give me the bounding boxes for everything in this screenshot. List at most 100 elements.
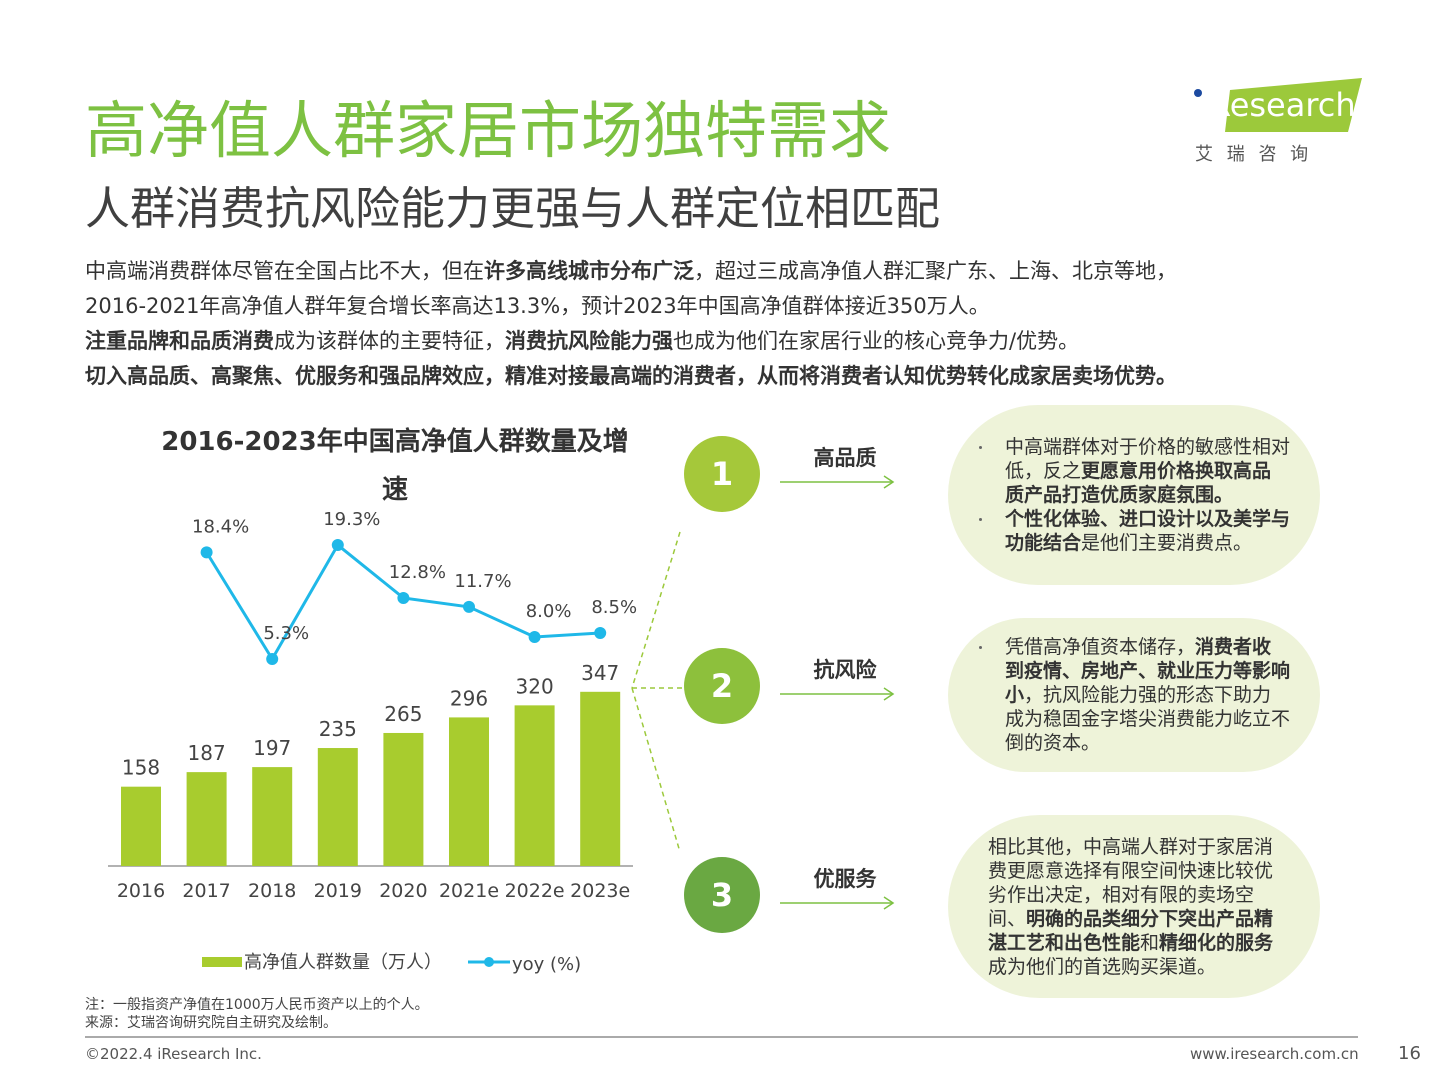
- chart-title: 2016-2023年中国高净值人群数量及增速: [161, 427, 629, 505]
- bullet: [979, 446, 982, 449]
- feature-text: 凭借高净值资本储存，消费者收到疫情、房地产、就业压力等影响小，抗风险能力强的形态…: [979, 635, 1291, 755]
- connectors: [631, 531, 684, 853]
- url: www.iresearch.com.cn: [1190, 1045, 1359, 1063]
- line-label: 11.7%: [454, 571, 511, 592]
- legend-swatch: [202, 957, 242, 967]
- line-label: 18.4%: [192, 516, 249, 537]
- step-circle: [684, 436, 760, 512]
- bar: [514, 705, 555, 866]
- bar: [580, 691, 621, 866]
- text-run: 中高端群体对于价格的敏感性相对低，反之: [1005, 436, 1291, 482]
- feature-point: 相比其他，中高端人群对于家居消费更愿意选择有限空间快速比较优劣作出决定，相对有限…: [988, 835, 1288, 979]
- line-label: 8.5%: [591, 597, 637, 618]
- intro-line: 注重品牌和品质消费成为该群体的主要特征，消费抗风险能力强也成为他们在家居行业的核…: [85, 324, 1177, 359]
- text-run: 消费者收到疫情、房地产、就业压力等影响小: [1005, 636, 1291, 706]
- page-number: 16: [1398, 1043, 1421, 1064]
- page-subtitle: 人群消费抗风险能力更强与人群定位相匹配: [85, 182, 941, 235]
- page-title: 高净值人群家居市场独特需求: [85, 94, 892, 167]
- x-tick-label: 2017: [182, 880, 230, 902]
- line-label: 19.3%: [323, 509, 380, 530]
- bar: [252, 767, 293, 866]
- logo: iResearch: [1200, 86, 1356, 124]
- feature-point: 凭借高净值资本储存，消费者收到疫情、房地产、就业压力等影响小，抗风险能力强的形态…: [979, 635, 1291, 755]
- text-run: 更愿意用价格换取高品质产品打造优质家庭氛围。: [1005, 460, 1272, 506]
- x-tick-label: 2016: [117, 880, 165, 902]
- line-point: [200, 546, 213, 559]
- text-run: 中高端消费群体尽管在全国占比不大，但在: [85, 259, 484, 283]
- step-circle: [684, 857, 760, 933]
- feature-box: [948, 405, 1320, 585]
- feature-text: 中高端群体对于价格的敏感性相对低，反之更愿意用价格换取高品质产品打造优质家庭氛围…: [979, 435, 1291, 555]
- arrow-head: [883, 896, 895, 910]
- x-tick-label: 2019: [314, 880, 362, 902]
- line-label: 5.3%: [263, 623, 309, 644]
- logo-badge: [1225, 78, 1362, 132]
- bullet: [979, 518, 982, 521]
- line-point: [594, 626, 607, 639]
- legend-swatch: [484, 957, 494, 967]
- text-run: 成为他们的首选购买渠道。: [988, 955, 1217, 978]
- legend-label: yoy (%): [512, 954, 581, 975]
- bar: [383, 732, 424, 866]
- x-tick-label: 2021e: [439, 880, 499, 902]
- note: 注：一般指资产净值在1000万人民币资产以上的个人。: [85, 997, 429, 1013]
- step-label: 抗风险: [814, 658, 878, 682]
- bar: [449, 717, 489, 866]
- step-label: 优服务: [814, 867, 878, 891]
- x-tick-label: 2022e: [505, 880, 565, 902]
- x-tick-label: 2023e: [570, 880, 630, 902]
- copyright: ©2022.4 iResearch Inc.: [85, 1045, 262, 1063]
- feature-text: 相比其他，中高端人群对于家居消费更愿意选择有限空间快速比较优劣作出决定，相对有限…: [988, 835, 1288, 979]
- bar-label: 296: [450, 686, 488, 710]
- line-point: [528, 631, 541, 644]
- arrow-head: [883, 687, 895, 701]
- feature-box: [948, 815, 1320, 998]
- x-tick-label: 2020: [379, 880, 427, 902]
- logo-sub: 艾 瑞 咨 询: [1195, 144, 1313, 165]
- arrow-head: [883, 475, 895, 489]
- bar: [186, 772, 227, 866]
- text-run: 相比其他，中高端人群对于家居消费更愿意选择有限空间快速比较优劣作出决定，相对有限…: [988, 835, 1274, 930]
- intro: 中高端消费群体尽管在全国占比不大，但在许多高线城市分布广泛，超过三成高净值人群汇…: [85, 254, 1177, 394]
- bar-label: 235: [319, 717, 357, 741]
- text-run: 精细化的服务: [1159, 931, 1274, 954]
- bar: [317, 748, 358, 866]
- line-point: [331, 539, 344, 552]
- step-number: 1: [711, 455, 733, 493]
- line-point: [397, 591, 410, 604]
- feature-box: [948, 618, 1320, 772]
- text-run: 许多高线城市分布广泛: [484, 259, 694, 283]
- bar-label: 347: [581, 661, 619, 685]
- step-circle: [684, 648, 760, 724]
- text-run: 个性化体验、进口设计以及美学与功能结合: [1005, 508, 1291, 554]
- text-run: 是他们主要消费点。: [1081, 532, 1253, 554]
- text-run: 也成为他们在家居行业的核心竞争力/优势。: [673, 329, 1080, 353]
- legend-label: 高净值人群数量（万人）: [244, 952, 442, 973]
- bar-label: 158: [122, 756, 160, 780]
- bullet: [979, 646, 982, 649]
- text-run: 明确的品类细分下突出产品精湛工艺和出色性能: [988, 907, 1274, 954]
- line-point: [463, 600, 475, 613]
- feature-point: 中高端群体对于价格的敏感性相对低，反之更愿意用价格换取高品质产品打造优质家庭氛围…: [979, 435, 1291, 507]
- bar-label: 187: [188, 741, 226, 765]
- text-run: 凭借高净值资本储存，: [1005, 636, 1196, 658]
- step-number: 3: [711, 876, 733, 914]
- bar-label: 320: [516, 674, 554, 698]
- text-run: 成为该群体的主要特征，: [274, 329, 505, 353]
- notes: 注：一般指资产净值在1000万人民币资产以上的个人。 来源：艾瑞咨询研究院自主研究…: [85, 996, 429, 1032]
- intro-line: 2016-2021年高净值人群年复合增长率高达13.3%，预计2023年中国高净…: [85, 289, 1177, 324]
- text-run: 消费抗风险能力强: [505, 329, 673, 353]
- text-run: 注重品牌和品质消费: [85, 329, 274, 353]
- bar-label: 197: [253, 736, 291, 760]
- text-run: ，抗风险能力强的形态下助力成为稳固金字塔尖消费能力屹立不倒的资本。: [1005, 684, 1291, 754]
- logo-dot: [1194, 89, 1202, 97]
- line-label: 8.0%: [526, 601, 572, 622]
- step-label: 高品质: [814, 446, 877, 470]
- x-tick-label: 2018: [248, 880, 296, 902]
- text-run: 2016-2021年高净值人群年复合增长率高达13.3%，预计2023年中国高净…: [85, 294, 990, 318]
- bar-label: 265: [384, 702, 422, 726]
- feature-point: 个性化体验、进口设计以及美学与功能结合是他们主要消费点。: [979, 507, 1291, 555]
- bar: [121, 786, 161, 866]
